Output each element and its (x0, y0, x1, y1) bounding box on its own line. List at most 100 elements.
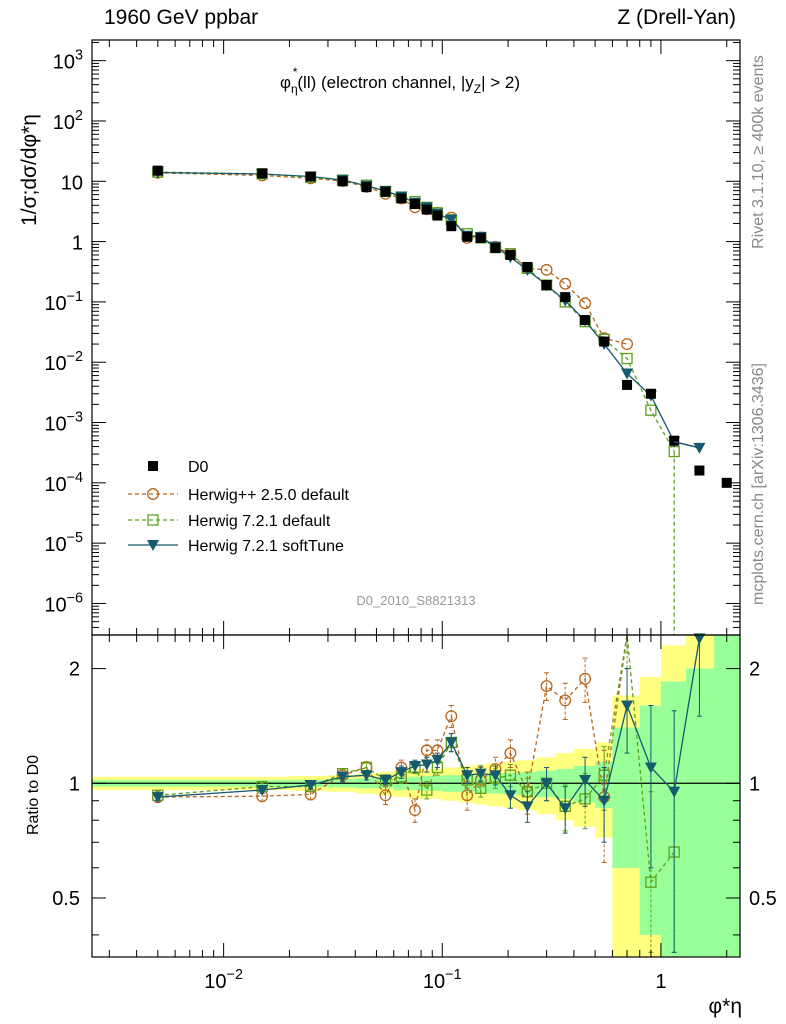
data-point-d0 (541, 280, 552, 291)
ratio-point-herwig-7-2-1-softtune (598, 795, 611, 807)
data-point-herwig-2-5-0-default (621, 338, 633, 351)
ratio-point-herwig-7-2-1-default (504, 769, 517, 781)
data-point-d0 (462, 231, 473, 242)
ratio-point-herwig-7-2-1-softtune (256, 785, 269, 797)
data-point-d0 (505, 249, 516, 260)
ratio-point-herwig-7-2-1-softtune (336, 771, 349, 783)
analysis-watermark: D0_2010_S8821313 (356, 593, 475, 608)
ratio-point-herwig-2-5-0-default (461, 789, 474, 802)
labels: 10−2 10−1 1 10−6 10−5 10−4 10−3 10−2 10−1 1 10 102 1… (18, 48, 777, 1018)
ratio-point-herwig-7-2-1-default (421, 784, 433, 796)
ratio-y-tick-label-right: 2 (749, 659, 760, 681)
data-point-d0 (490, 243, 501, 254)
legend: D0 Herwig++ 2.5.0 default Herwig 7.2.1 def… (128, 459, 350, 555)
data-point-d0 (645, 388, 656, 399)
data-point-d0 (522, 261, 533, 272)
ratio-point-herwig-7-2-1-default (645, 876, 657, 888)
ratio-point-herwig-7-2-1-softtune (621, 700, 634, 712)
ratio-point-herwig-7-2-1-softtune (445, 737, 458, 749)
ratio-point-herwig-7-2-1-softtune (461, 770, 474, 782)
data-point-herwig-2-5-0-default (579, 297, 592, 310)
y-tick-label: 10−5 (44, 530, 83, 556)
data-point-d0 (409, 198, 420, 209)
ratio-band-green (612, 727, 640, 868)
header-process-label: Z (Drell-Yan) (617, 6, 736, 29)
ratio-point-herwig-7-2-1-softtune (521, 801, 534, 813)
data-point-herwig-2-5-0-default (540, 263, 553, 276)
ratio-band-green (714, 635, 740, 957)
data-point-herwig-7-2-1-softtune (445, 214, 458, 226)
ratio-line-herwig-7-2-1-softtune (157, 638, 701, 810)
ratio-point-herwig-7-2-1-softtune (408, 761, 421, 773)
y-tick-label: 10−6 (44, 590, 83, 616)
x-tick-label: 10−2 (204, 967, 243, 993)
ratio-point-herwig-7-2-1-softtune (668, 786, 681, 798)
ratio-point-herwig-7-2-1-softtune (395, 767, 408, 779)
ratio-point-herwig-7-2-1-softtune (304, 779, 317, 791)
data-point-d0 (380, 186, 391, 197)
plot-title: φη*(ll) (electron channel, |yZ| > 2) (280, 65, 520, 96)
ratio-point-herwig-2-5-0-default (579, 672, 592, 685)
legend-label-herwig-2-5-0-default: Herwig++ 2.5.0 default (188, 487, 350, 504)
ratio-point-herwig-7-2-1-softtune (431, 755, 444, 767)
y-tick-label: 10 (61, 172, 83, 194)
data-point-herwig-7-2-1-default (645, 404, 657, 416)
ratio-point-herwig-7-2-1-softtune (504, 790, 517, 802)
data-point-d0 (432, 210, 443, 221)
y-tick-label: 10−3 (44, 410, 83, 436)
data-point-d0 (599, 336, 610, 347)
y-tick-label: 103 (53, 48, 83, 74)
ratio-point-herwig-7-2-1-softtune (644, 762, 657, 774)
ratio-point-herwig-7-2-1-softtune (559, 803, 572, 815)
ratio-band-green (660, 681, 686, 957)
legend-label-herwig-7-2-1-softtune: Herwig 7.2.1 softTune (188, 538, 344, 555)
ratio-uncertainty-bands (92, 635, 740, 957)
main-y-axis-title: 1/σ;dσ/dφ*η (18, 114, 41, 226)
mcplots-source-label: mcplots.cern.ch [arXiv:1306.3436] (750, 363, 767, 605)
ratio-point-herwig-2-5-0-default (379, 789, 392, 802)
series-line-tail-softtune (674, 441, 700, 449)
ratio-point-herwig-7-2-1-softtune (420, 759, 433, 771)
ratio-y-axis-title: Ratio to D0 (25, 755, 42, 835)
legend-label-herwig-7-2-1-default: Herwig 7.2.1 default (188, 513, 331, 530)
rivet-version-label: Rivet 3.1.10, ≥ 400k events (750, 55, 767, 249)
data-point-d0 (560, 292, 571, 303)
data-point-herwig-7-2-1-softtune (621, 368, 634, 380)
data-point-d0 (475, 232, 486, 243)
ratio-band-green (685, 668, 715, 957)
ratio-point-herwig-2-5-0-default (559, 694, 572, 707)
legend-marker-herwig-7-2-1-softtune (147, 540, 159, 551)
ratio-point-herwig-2-5-0-default (409, 804, 421, 817)
main-curves (151, 165, 732, 635)
data-point-d0 (580, 315, 591, 326)
header-collision-label: 1960 GeV ppbar (104, 6, 259, 29)
ratio-y-tick-label: 2 (69, 659, 80, 681)
ratio-band-green (555, 769, 574, 799)
legend-label-d0: D0 (188, 459, 209, 476)
legend-marker-herwig-2-5-0-default (147, 488, 159, 500)
ratio-point-herwig-7-2-1-softtune (540, 778, 553, 790)
data-point-d0 (396, 193, 407, 204)
y-tick-label: 1 (72, 233, 83, 255)
ratio-point-herwig-2-5-0-default (504, 747, 517, 760)
legend-marker-d0 (148, 461, 158, 471)
data-point-d0 (694, 465, 705, 476)
series-line-herwig-2-5-0-default (157, 172, 628, 345)
ratio-y-tick-label: 1 (69, 773, 80, 795)
data-point-herwig-2-5-0-default (559, 277, 572, 290)
ratio-curves (151, 633, 706, 953)
ratio-point-herwig-7-2-1-softtune (489, 770, 502, 782)
data-point-herwig-7-2-1-softtune (693, 442, 706, 454)
ratio-plot-frame (91, 634, 741, 958)
y-tick-label: 10−1 (44, 289, 83, 315)
data-point-d0 (305, 171, 316, 182)
data-point-d0 (421, 204, 432, 215)
legend-marker-herwig-7-2-1-default (147, 514, 159, 526)
data-point-d0 (337, 176, 348, 187)
data-point-d0 (446, 221, 457, 232)
axes (91, 39, 741, 958)
data-point-d0 (152, 165, 163, 176)
ratio-point-herwig-7-2-1-default (475, 782, 487, 794)
data-point-d0 (361, 182, 372, 193)
